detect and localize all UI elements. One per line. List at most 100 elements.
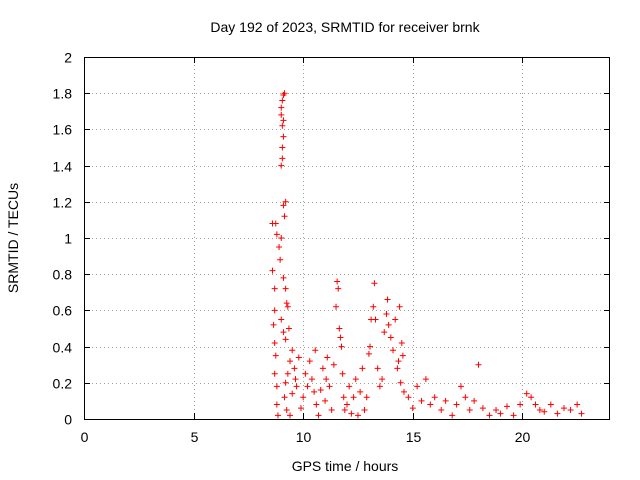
- data-point: [523, 390, 530, 397]
- data-point: [282, 285, 289, 292]
- data-point: [304, 383, 311, 390]
- data-point: [438, 406, 445, 413]
- data-point: [292, 376, 299, 383]
- data-point: [328, 406, 335, 413]
- x-tick-label: 15: [406, 429, 422, 445]
- data-point: [284, 303, 291, 310]
- data-point: [346, 383, 353, 390]
- data-point: [344, 401, 350, 408]
- data-point: [357, 388, 364, 395]
- data-point: [270, 321, 277, 328]
- data-point: [471, 397, 478, 404]
- data-point: [532, 401, 539, 408]
- data-point: [365, 350, 372, 357]
- data-point: [287, 358, 294, 365]
- data-point: [306, 358, 313, 365]
- data-point: [338, 343, 345, 350]
- data-point: [517, 401, 524, 408]
- data-point: [273, 383, 280, 390]
- chart-title: Day 192 of 2023, SRMTID for receiver brn…: [210, 19, 480, 35]
- data-point: [271, 370, 278, 377]
- data-point: [278, 111, 285, 118]
- data-point: [336, 325, 343, 332]
- data-point: [379, 376, 386, 383]
- y-tick-label: 1.6: [53, 122, 73, 138]
- data-point: [302, 370, 309, 377]
- data-point: [361, 406, 368, 413]
- data-point: [497, 410, 504, 417]
- data-point: [274, 412, 281, 419]
- data-point: [547, 401, 554, 408]
- data-point: [282, 379, 289, 386]
- data-point: [269, 267, 276, 274]
- data-point: [326, 383, 333, 390]
- data-point: [399, 352, 406, 359]
- data-point: [400, 388, 407, 395]
- data-point: [466, 406, 473, 413]
- data-point: [409, 405, 416, 412]
- data-point: [503, 403, 510, 410]
- data-point: [313, 401, 320, 408]
- data-point: [383, 311, 390, 318]
- data-point: [350, 394, 357, 401]
- data-point: [385, 321, 392, 328]
- data-point: [396, 303, 403, 310]
- x-tick-label: 10: [296, 429, 312, 445]
- data-point: [291, 365, 298, 372]
- x-tick-label: 20: [515, 429, 531, 445]
- data-point: [387, 334, 394, 341]
- data-point: [339, 370, 346, 377]
- data-point: [395, 358, 402, 365]
- data-point: [427, 401, 434, 408]
- data-point: [392, 316, 399, 323]
- data-point: [285, 325, 292, 332]
- data-point: [271, 339, 278, 346]
- data-point: [457, 383, 464, 390]
- data-point: [352, 376, 359, 383]
- data-point: [283, 406, 290, 413]
- y-tick-label: 2: [64, 50, 72, 66]
- x-tick-label: 0: [81, 429, 89, 445]
- data-point: [371, 280, 378, 287]
- data-point: [337, 334, 344, 341]
- data-point: [271, 307, 278, 314]
- data-point: [277, 256, 284, 263]
- data-point: [367, 343, 374, 350]
- data-point: [280, 274, 287, 281]
- y-tick-labels: 0 0.2 0.4 0.6 0.8 1 1.2 1.4 1.6 1.8 2: [53, 50, 73, 428]
- data-point: [284, 370, 291, 377]
- data-point: [279, 97, 286, 104]
- data-point: [287, 412, 294, 419]
- data-point: [363, 394, 370, 401]
- data-point: [431, 394, 438, 401]
- data-point: [278, 235, 285, 241]
- data-point: [462, 394, 469, 401]
- data-point: [279, 155, 286, 162]
- data-point: [449, 412, 456, 419]
- data-point: [348, 410, 355, 417]
- data-point: [354, 412, 361, 419]
- data-point: [560, 405, 567, 412]
- data-point: [341, 406, 348, 413]
- data-point: [289, 390, 296, 397]
- data-point: [384, 296, 391, 303]
- data-point: [374, 365, 381, 372]
- data-point: [278, 104, 285, 111]
- data-point: [422, 376, 429, 383]
- data-point: [276, 244, 283, 251]
- y-tick-label: 0.8: [53, 267, 73, 283]
- y-tick-label: 0.6: [53, 303, 73, 319]
- data-point: [381, 329, 388, 336]
- data-point: [493, 406, 500, 413]
- data-point: [273, 231, 280, 238]
- data-point: [283, 300, 290, 307]
- data-point: [300, 394, 307, 401]
- data-point: [273, 401, 280, 408]
- data-point: [554, 410, 561, 417]
- data-point: [319, 365, 326, 372]
- data-point: [453, 401, 460, 408]
- data-point: [281, 213, 288, 220]
- data-point: [486, 412, 493, 419]
- y-axis-title: SRMTID / TECUs: [5, 183, 21, 293]
